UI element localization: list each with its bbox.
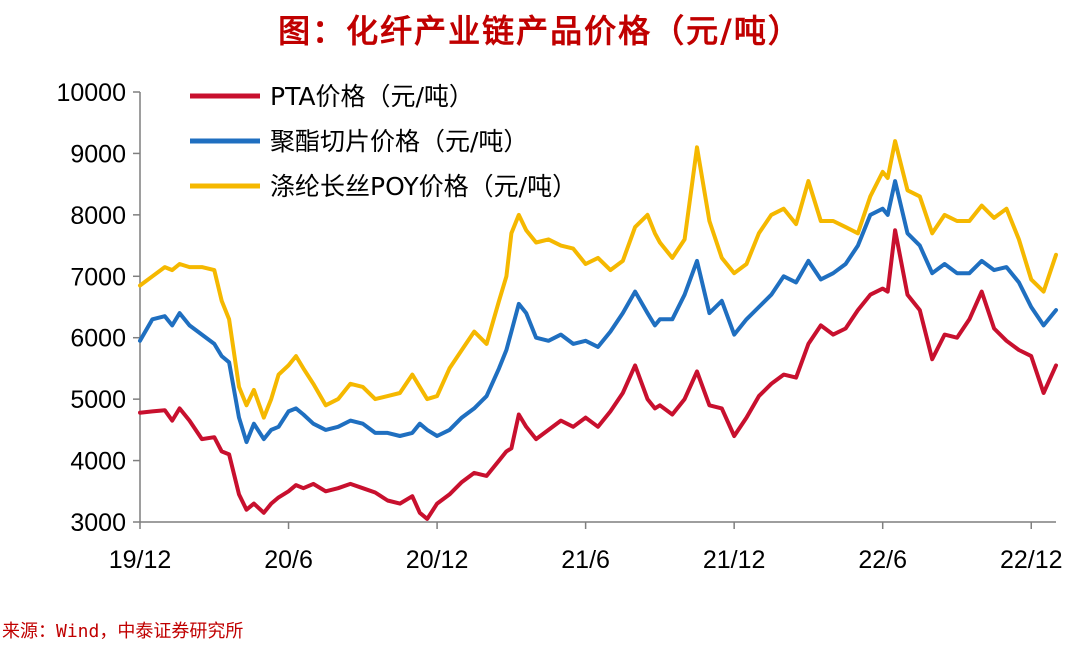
x-tick-label: 20/6: [264, 546, 313, 574]
y-tick-label: 8000: [70, 202, 126, 230]
chart-title: 图：化纤产业链产品价格（元/吨）: [278, 12, 802, 50]
x-tick-label: 19/12: [109, 546, 172, 574]
source-note: 来源：Wind，中泰证券研究所: [2, 621, 244, 642]
x-axis: 19/12 20/6 20/12 21/6 21/12 22/6 22/12: [109, 521, 1063, 574]
y-tick-label: 9000: [70, 140, 126, 168]
y-tick-label: 3000: [70, 509, 126, 537]
x-tick-label: 21/12: [703, 546, 766, 574]
series-line-pta: [138, 228, 1058, 521]
y-axis: 3000 4000 5000 6000 7000 8000 9000 10000: [56, 79, 141, 537]
x-tick-label: 21/6: [561, 546, 610, 574]
series-line-poy: [138, 139, 1058, 420]
legend-label-polyester_chip: 聚酯切片价格（元/吨）: [270, 127, 528, 156]
series-line-polyester_chip: [138, 179, 1058, 445]
x-tick-label: 22/6: [858, 546, 907, 574]
legend-label-poy: 涤纶长丝POY价格（元/吨）: [270, 172, 577, 201]
x-tick-label: 20/12: [406, 546, 469, 574]
series-layer: [138, 139, 1058, 521]
y-tick-label: 7000: [70, 263, 126, 291]
y-tick-label: 10000: [56, 79, 126, 107]
y-tick-label: 6000: [70, 325, 126, 353]
x-tick-label: 22/12: [1000, 546, 1063, 574]
y-tick-label: 5000: [70, 386, 126, 414]
y-tick-label: 4000: [70, 448, 126, 476]
legend: PTA价格（元/吨） 聚酯切片价格（元/吨） 涤纶长丝POY价格（元/吨）: [190, 82, 577, 201]
legend-label-pta: PTA价格（元/吨）: [270, 82, 474, 111]
